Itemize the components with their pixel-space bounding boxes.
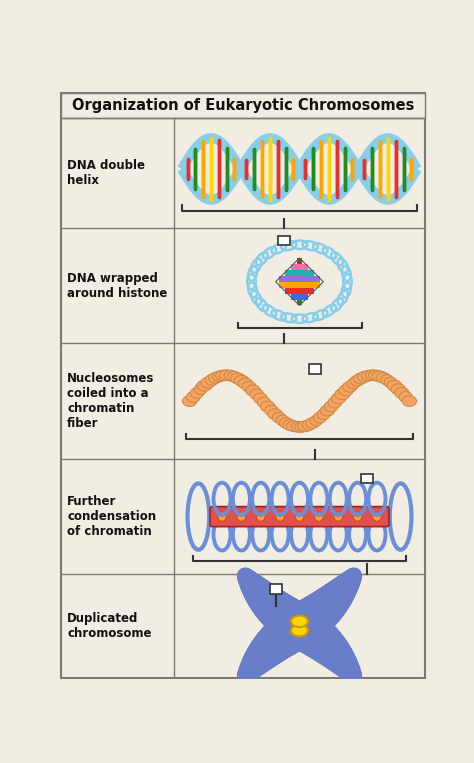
- Ellipse shape: [357, 372, 372, 382]
- Ellipse shape: [283, 420, 298, 430]
- Ellipse shape: [365, 370, 379, 381]
- Polygon shape: [291, 264, 308, 270]
- Text: Duplicated
chromosome: Duplicated chromosome: [67, 612, 152, 640]
- Text: Organization of Eukaryotic Chromosomes: Organization of Eukaryotic Chromosomes: [72, 98, 414, 113]
- Ellipse shape: [218, 512, 227, 521]
- Text: DNA wrapped
around histone: DNA wrapped around histone: [67, 272, 167, 300]
- Text: Nucleosomes
coiled into a
chromatin
fiber: Nucleosomes coiled into a chromatin fibe…: [67, 372, 155, 430]
- Ellipse shape: [395, 388, 409, 398]
- Ellipse shape: [302, 420, 315, 430]
- Ellipse shape: [306, 417, 319, 429]
- Ellipse shape: [376, 372, 391, 383]
- Ellipse shape: [298, 421, 313, 432]
- Ellipse shape: [191, 388, 204, 398]
- Ellipse shape: [224, 370, 237, 381]
- Ellipse shape: [261, 401, 275, 412]
- Ellipse shape: [402, 396, 417, 407]
- Polygon shape: [291, 294, 308, 300]
- Ellipse shape: [328, 397, 342, 408]
- Ellipse shape: [315, 512, 323, 521]
- Ellipse shape: [246, 385, 260, 396]
- Ellipse shape: [324, 401, 338, 412]
- Ellipse shape: [387, 380, 402, 391]
- Ellipse shape: [242, 382, 256, 392]
- Ellipse shape: [286, 421, 301, 432]
- Ellipse shape: [205, 375, 219, 385]
- Bar: [309, 365, 321, 374]
- Ellipse shape: [272, 412, 286, 423]
- Bar: [61, 93, 425, 118]
- Ellipse shape: [182, 396, 197, 407]
- Ellipse shape: [347, 378, 360, 389]
- Ellipse shape: [343, 382, 357, 392]
- Ellipse shape: [280, 417, 293, 429]
- Ellipse shape: [295, 421, 308, 433]
- Ellipse shape: [265, 405, 278, 416]
- Bar: [361, 474, 374, 483]
- Ellipse shape: [186, 391, 201, 402]
- Ellipse shape: [194, 384, 207, 394]
- Ellipse shape: [317, 409, 330, 420]
- Ellipse shape: [228, 372, 241, 382]
- Polygon shape: [297, 258, 302, 264]
- Ellipse shape: [216, 370, 231, 381]
- Polygon shape: [279, 282, 320, 288]
- Ellipse shape: [368, 370, 383, 381]
- Ellipse shape: [256, 512, 265, 521]
- Ellipse shape: [334, 512, 343, 521]
- Ellipse shape: [250, 389, 264, 400]
- Ellipse shape: [291, 616, 308, 627]
- Ellipse shape: [310, 415, 322, 426]
- Bar: [270, 584, 283, 594]
- Ellipse shape: [320, 405, 335, 416]
- Ellipse shape: [276, 512, 284, 521]
- Polygon shape: [285, 288, 314, 294]
- Ellipse shape: [276, 415, 289, 426]
- Ellipse shape: [292, 421, 304, 433]
- Ellipse shape: [219, 370, 235, 381]
- Bar: [278, 236, 290, 245]
- Ellipse shape: [354, 373, 368, 384]
- Text: Further
condensation
of chromatin: Further condensation of chromatin: [67, 495, 156, 538]
- Ellipse shape: [353, 512, 362, 521]
- Ellipse shape: [291, 625, 308, 636]
- Ellipse shape: [230, 373, 246, 384]
- Ellipse shape: [381, 375, 393, 385]
- Ellipse shape: [238, 378, 253, 389]
- Polygon shape: [285, 270, 314, 275]
- Ellipse shape: [295, 512, 304, 521]
- Ellipse shape: [209, 372, 223, 383]
- Ellipse shape: [335, 389, 350, 400]
- Ellipse shape: [234, 375, 249, 386]
- Ellipse shape: [372, 371, 387, 382]
- Polygon shape: [297, 300, 302, 305]
- Ellipse shape: [399, 391, 412, 402]
- Ellipse shape: [197, 380, 212, 391]
- Ellipse shape: [339, 385, 354, 396]
- Ellipse shape: [201, 377, 216, 388]
- Text: DNA double
helix: DNA double helix: [67, 159, 145, 187]
- Ellipse shape: [373, 512, 382, 521]
- Ellipse shape: [384, 377, 397, 388]
- Polygon shape: [279, 275, 320, 282]
- Ellipse shape: [257, 397, 271, 408]
- Ellipse shape: [254, 393, 267, 404]
- Ellipse shape: [268, 409, 283, 420]
- FancyBboxPatch shape: [210, 507, 389, 526]
- Ellipse shape: [391, 384, 406, 394]
- Ellipse shape: [331, 393, 346, 404]
- Ellipse shape: [313, 412, 327, 423]
- Ellipse shape: [362, 370, 375, 381]
- Ellipse shape: [350, 375, 365, 386]
- Ellipse shape: [237, 512, 246, 521]
- Ellipse shape: [213, 371, 226, 382]
